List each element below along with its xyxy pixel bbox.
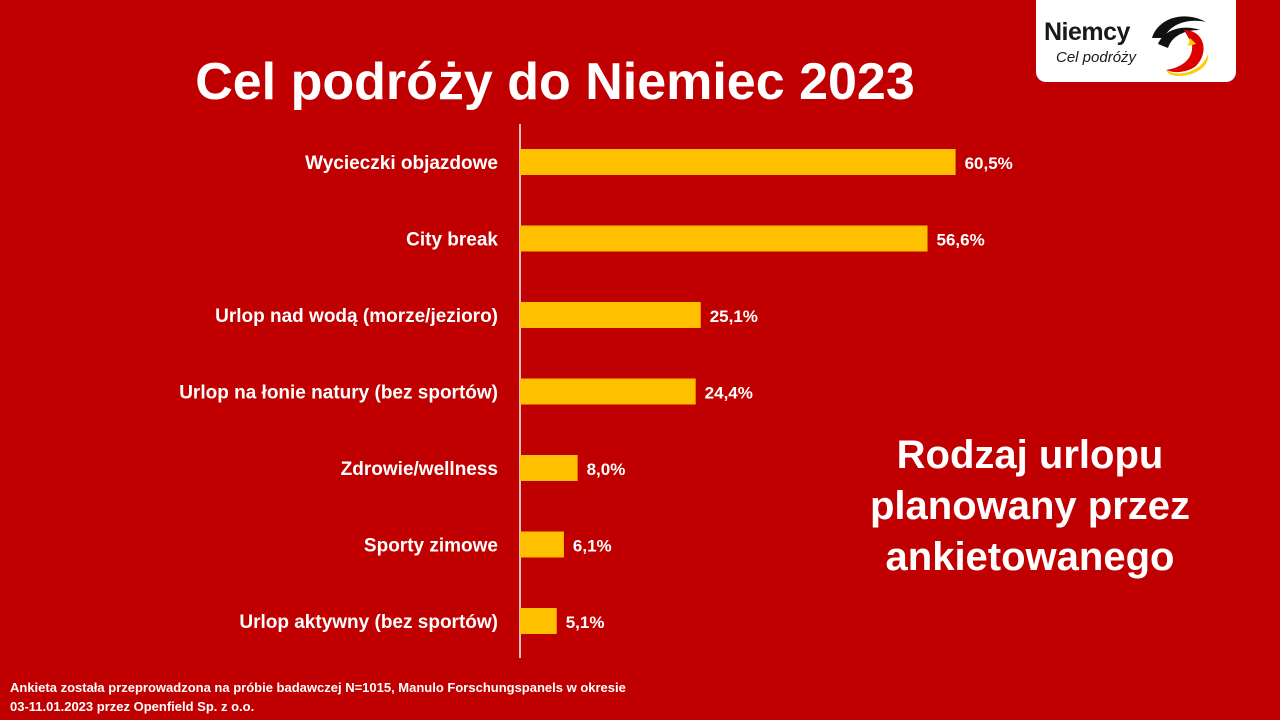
eagle-logo-icon <box>1152 16 1209 76</box>
category-label: Wycieczki objazdowe <box>305 153 498 174</box>
bar <box>520 608 557 634</box>
value-label: 5,1% <box>566 613 605 632</box>
survey-footnote: Ankieta została przeprowadzona na próbie… <box>10 678 770 716</box>
side-note-line: Rodzaj urlopu <box>896 433 1164 477</box>
logo-subtitle: Cel podróży <box>1056 49 1137 66</box>
value-label: 60,5% <box>965 154 1013 173</box>
value-label: 24,4% <box>705 384 753 403</box>
logo: Niemcy Cel podróży <box>1036 0 1236 82</box>
category-label: City break <box>406 230 498 251</box>
value-label: 56,6% <box>937 231 985 250</box>
category-label: Urlop na łonie natury (bez sportów) <box>179 383 498 404</box>
bar <box>520 149 956 175</box>
chart-side-note: Rodzaj urlopu planowany przez ankietowan… <box>840 430 1220 583</box>
value-label: 8,0% <box>587 460 626 479</box>
category-label: Sporty zimowe <box>364 536 498 557</box>
value-label: 6,1% <box>573 537 612 556</box>
value-label: 25,1% <box>710 307 758 326</box>
page-title: Cel podróży do Niemiec 2023 <box>195 53 915 111</box>
side-note-line: ankietowanego <box>885 535 1175 579</box>
category-label: Urlop nad wodą (morze/jezioro) <box>215 306 498 327</box>
footnote-line: 03-11.01.2023 przez Openfield Sp. z o.o. <box>10 699 255 714</box>
bar <box>520 378 696 405</box>
category-label: Zdrowie/wellness <box>341 459 498 480</box>
bar <box>520 531 564 558</box>
side-note-line: planowany przez <box>869 484 1191 528</box>
footnote-line: Ankieta została przeprowadzona na próbie… <box>10 680 626 695</box>
bar <box>520 455 578 481</box>
bar <box>520 225 928 252</box>
bar <box>520 302 701 328</box>
category-label: Urlop aktywny (bez sportów) <box>239 612 498 633</box>
logo-name: Niemcy <box>1044 18 1130 46</box>
